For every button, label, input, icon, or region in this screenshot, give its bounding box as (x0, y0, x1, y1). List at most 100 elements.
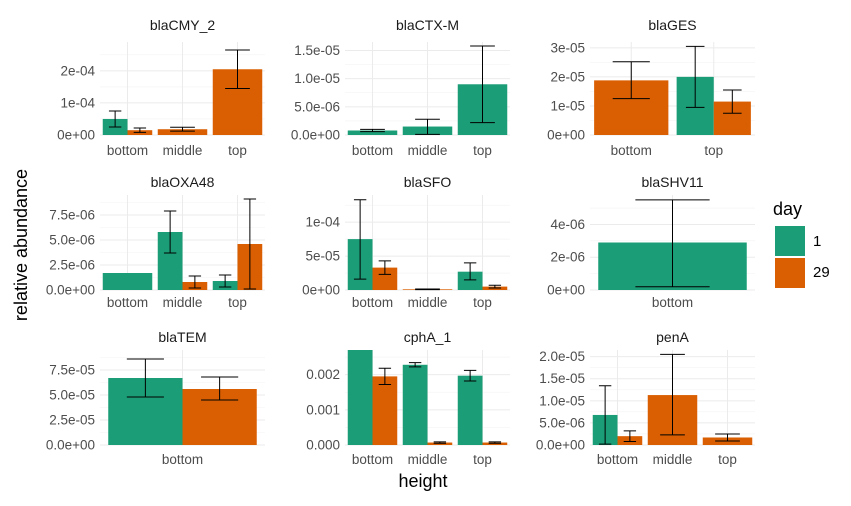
error-bar-middle-day-29 (660, 353, 685, 436)
x-tick-label: middle (653, 452, 693, 467)
y-tick-label: 2.5e-06 (49, 258, 95, 273)
panel-blaCMY_2: blaCMY_2 0e+00 1e-04 2e-04 bottom middle top (57, 17, 265, 158)
y-tick-label: 2e-05 (550, 69, 585, 84)
x-tick-label: bottom (107, 295, 148, 310)
panel-blaCTX-M: blaCTX-M 0.0e+00 5.0e-06 1.0e-05 1.5e-05 bott… (291, 17, 510, 158)
x-tick-label: top (228, 295, 247, 310)
legend-label-day-29: 29 (813, 264, 830, 281)
y-tick-label: 0.0e+00 (536, 438, 585, 453)
error-bar-middle-day-29 (188, 275, 202, 289)
error-bar-bottom-day-1 (635, 199, 710, 288)
error-bar-middle-day-1 (415, 118, 440, 135)
error-bar-bottom-day-1 (353, 199, 367, 280)
x-axis-title: height (398, 471, 447, 491)
y-tick-label: 4e-06 (550, 217, 585, 232)
x-tick-label: bottom (597, 452, 638, 467)
y-tick-label: 0.000 (306, 438, 340, 453)
error-bar-bottom-day-1 (108, 110, 122, 128)
error-bar-top-day-29 (243, 198, 257, 290)
error-bar-middle-day-29 (433, 441, 447, 444)
panel-blaSFO: blaSFO 0e+00 5e-05 1e-04 bottom middle top (302, 174, 510, 310)
y-tick-label: 7.5e-05 (49, 363, 95, 378)
error-bar-bottom-day-1 (598, 385, 612, 445)
bar-bottom-day-1 (102, 273, 153, 290)
panel-title: blaOXA48 (151, 174, 215, 190)
y-tick-label: 2.5e-05 (49, 413, 95, 428)
x-tick-label: bottom (107, 143, 148, 158)
panel-penA: penA 0.0e+00 5.0e-06 1.0e-05 1.5e-05 2.0e-05 b… (536, 329, 755, 467)
x-tick-label: bottom (352, 143, 393, 158)
y-tick-label: 1e-04 (60, 95, 95, 110)
x-tick-label: middle (408, 452, 448, 467)
panel-blaTEM: blaTEM 0.0e+00 2.5e-05 5.0e-05 7.5e-05 bottom (46, 329, 265, 467)
x-tick-label: top (473, 295, 492, 310)
panel-blaSHV11: blaSHV11 0e+00 2e-06 4e-06 bottom (547, 174, 755, 310)
error-bar-bottom-day-29 (612, 61, 650, 100)
error-bar-top-day-1 (685, 45, 705, 108)
legend-label-day-1: 1 (813, 233, 821, 250)
y-tick-label: 5.0e-06 (49, 233, 95, 248)
y-tick-label: 1.5e-05 (539, 371, 585, 386)
error-bar-bottom-day-29 (133, 127, 147, 133)
y-tick-label: 5.0e-06 (539, 415, 585, 430)
x-tick-label: top (718, 452, 737, 467)
y-tick-label: 0.002 (306, 367, 340, 382)
x-tick-label: bottom (611, 143, 652, 158)
error-bar-middle-day-1 (163, 210, 177, 254)
x-tick-label: bottom (352, 452, 393, 467)
error-bar-bottom-day-29 (623, 430, 637, 442)
y-tick-label: 7.5e-06 (49, 208, 95, 223)
x-tick-label: middle (408, 143, 448, 158)
bar-middle-day-1 (402, 364, 428, 445)
panel-title: blaCMY_2 (150, 17, 216, 33)
bar-bottom-day-29 (372, 267, 398, 290)
x-tick-label: bottom (352, 295, 393, 310)
error-bar-top-day-29 (488, 441, 502, 444)
panel-blaGES: blaGES 0e+00 1e-05 2e-05 3e-05 bottom top (547, 17, 755, 158)
error-bar-bottom-day-29 (201, 376, 239, 401)
y-tick-label: 5.0e-05 (49, 388, 95, 403)
y-tick-label: 0.0e+00 (46, 438, 95, 453)
y-tick-label: 1e-05 (550, 98, 585, 113)
legend-title: day (773, 199, 802, 219)
error-bar-middle-day-29 (415, 288, 440, 291)
error-bar-top-day-29 (488, 284, 502, 289)
error-bar-top-day-29 (715, 433, 740, 442)
bar-bottom-day-1 (347, 130, 398, 135)
panel-title: blaSFO (404, 174, 452, 190)
y-tick-label: 0.001 (306, 402, 340, 417)
bar-top-day-1 (457, 271, 483, 290)
y-tick-label: 0e+00 (547, 128, 585, 143)
error-bar-top-day-1 (463, 369, 477, 382)
error-bar-middle-day-1 (408, 362, 422, 368)
y-tick-label: 0e+00 (57, 128, 95, 143)
y-tick-label: 0e+00 (302, 283, 340, 298)
error-bar-top-day-29 (723, 89, 742, 114)
y-tick-label: 5.0e-06 (294, 99, 340, 114)
x-tick-label: bottom (162, 452, 203, 467)
x-tick-label: middle (408, 295, 448, 310)
y-tick-label: 1.0e-05 (539, 393, 585, 408)
bar-middle-day-29 (427, 442, 453, 445)
error-bar-bottom-day-1 (126, 358, 164, 398)
error-bar-top-day-1 (470, 45, 495, 124)
panel-title: blaTEM (158, 329, 206, 345)
x-tick-label: middle (163, 143, 203, 158)
x-tick-label: middle (163, 295, 203, 310)
panel-title: penA (656, 329, 689, 345)
error-bar-bottom-day-29 (378, 367, 392, 385)
legend-key-day-29 (775, 258, 805, 288)
y-tick-label: 0.0e+00 (291, 128, 340, 143)
panel-blaOXA48: blaOXA48 0.0e+00 2.5e-06 5.0e-06 7.5e-06 bott… (46, 174, 265, 310)
y-tick-label: 1.0e-05 (294, 71, 340, 86)
panel-title: blaCTX-M (396, 17, 459, 33)
y-tick-label: 1e-04 (305, 215, 340, 230)
y-tick-label: 2.0e-05 (539, 349, 585, 364)
bar-middle-day-29 (157, 129, 208, 135)
y-tick-label: 3e-05 (550, 40, 585, 55)
y-tick-label: 2e-06 (550, 250, 585, 265)
x-tick-label: top (473, 452, 492, 467)
panel-title: cphA_1 (404, 329, 452, 345)
